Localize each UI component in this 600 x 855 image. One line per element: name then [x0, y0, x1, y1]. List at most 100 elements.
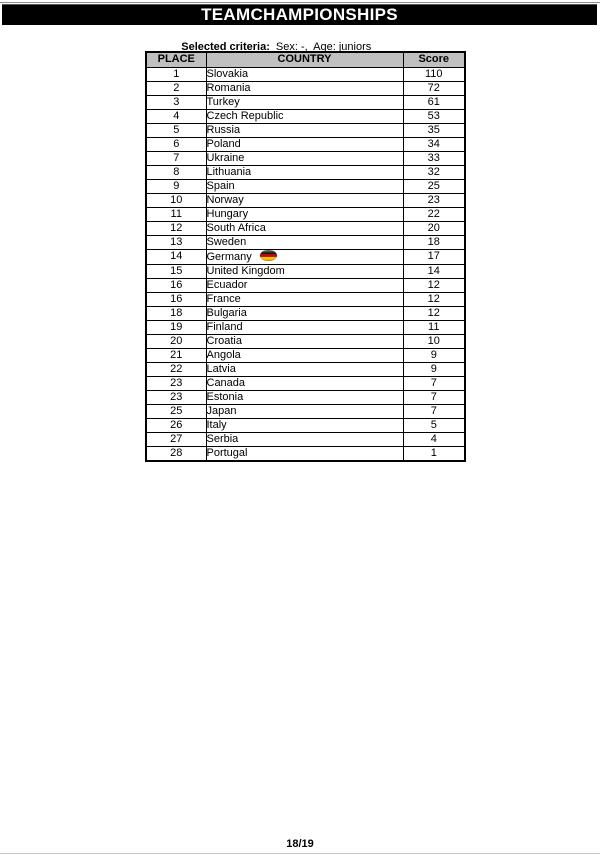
country-cell: Lithuania — [205, 164, 404, 180]
place-cell: 5 — [145, 122, 207, 138]
country-cell: Angola — [205, 347, 404, 363]
country-cell: Portugal — [205, 445, 404, 461]
country-cell: Serbia — [205, 431, 404, 447]
place-cell: 21 — [145, 347, 207, 363]
table-row: 8 Lithuania 32 — [145, 164, 466, 180]
place-cell: 14 — [145, 248, 207, 265]
page-title: TEAMCHAMPIONSHIPS — [201, 5, 398, 24]
place-cell: 22 — [145, 361, 207, 377]
place-cell: 12 — [145, 220, 207, 236]
place-cell: 28 — [145, 445, 207, 461]
country-cell: South Africa — [205, 220, 404, 236]
country-name: Slovakia — [206, 67, 249, 80]
table-row: 11 Hungary 22 — [145, 206, 466, 222]
table-row: 10 Norway 23 — [145, 192, 466, 208]
score-cell: 23 — [402, 192, 466, 208]
table-row: 16 France 12 — [145, 291, 466, 307]
place-cell: 10 — [145, 192, 207, 208]
country-cell: Italy — [205, 417, 404, 433]
score-cell: 12 — [402, 305, 466, 321]
table-head: PLACE COUNTRY Score — [145, 51, 466, 68]
table-row: 5 Russia 35 — [145, 122, 466, 138]
table-header-row: PLACE COUNTRY Score — [145, 51, 466, 68]
country-name: United Kingdom — [206, 264, 285, 277]
table-row: 15 United Kingdom 14 — [145, 263, 466, 279]
criteria-value: Sex: -, Age: juniors — [275, 41, 372, 53]
country-cell: Romania — [205, 80, 404, 96]
country-name: Russia — [206, 123, 241, 136]
country-cell: Finland — [205, 319, 404, 335]
country-name: Lithuania — [206, 165, 252, 178]
country-cell: Russia — [205, 122, 404, 138]
page-top-edge — [0, 2, 600, 3]
score-cell: 5 — [402, 417, 466, 433]
country-name: Bulgaria — [206, 306, 247, 319]
country-name: France — [206, 292, 241, 305]
score-cell: 4 — [402, 431, 466, 447]
country-cell: Germany — [205, 248, 404, 265]
table-row: 16 Ecuador 12 — [145, 277, 466, 293]
column-header-country: COUNTRY — [205, 51, 404, 68]
score-cell: 35 — [402, 122, 466, 138]
country-name: Turkey — [206, 95, 240, 108]
table-row: 28 Portugal 1 — [145, 445, 466, 461]
score-cell: 32 — [402, 164, 466, 180]
score-cell: 110 — [402, 66, 466, 82]
country-cell: United Kingdom — [205, 263, 404, 279]
score-cell: 34 — [402, 136, 466, 152]
place-cell: 26 — [145, 417, 207, 433]
country-cell: Hungary — [205, 206, 404, 222]
table-body: 1 Slovakia 110 2 Romania 72 3 Turkey 61 … — [145, 66, 466, 461]
table-row: 27 Serbia 4 — [145, 431, 466, 447]
title-bar: TEAMCHAMPIONSHIPS — [2, 4, 597, 25]
table-row: 1 Slovakia 110 — [145, 66, 466, 82]
score-cell: 9 — [402, 361, 466, 377]
table-row: 6 Poland 34 — [145, 136, 466, 152]
score-cell: 22 — [402, 206, 466, 222]
place-cell: 11 — [145, 206, 207, 222]
score-cell: 7 — [402, 389, 466, 405]
country-cell: Turkey — [205, 94, 404, 110]
table-row: 19 Finland 11 — [145, 319, 466, 335]
country-name: Ukraine — [206, 151, 245, 164]
place-cell: 6 — [145, 136, 207, 152]
column-header-place: PLACE — [145, 51, 207, 68]
place-cell: 27 — [145, 431, 207, 447]
country-name: Estonia — [206, 390, 244, 403]
table-row: 9 Spain 25 — [145, 178, 466, 194]
country-cell: Norway — [205, 192, 404, 208]
place-cell: 9 — [145, 178, 207, 194]
table-row: 18 Bulgaria 12 — [145, 305, 466, 321]
country-name: Hungary — [206, 207, 249, 220]
place-cell: 23 — [145, 375, 207, 391]
score-cell: 12 — [402, 291, 466, 307]
score-cell: 53 — [402, 108, 466, 124]
country-cell: Ecuador — [205, 277, 404, 293]
score-cell: 18 — [402, 234, 466, 250]
country-name: Czech Republic — [206, 109, 284, 122]
country-name: Serbia — [206, 432, 239, 445]
table-row: 14 Germany 17 — [145, 248, 466, 265]
place-cell: 1 — [145, 66, 207, 82]
country-name: Poland — [206, 137, 241, 150]
country-cell: Czech Republic — [205, 108, 404, 124]
country-name: Angola — [206, 348, 241, 361]
country-cell: France — [205, 291, 404, 307]
country-name: Romania — [206, 81, 251, 94]
table-row: 4 Czech Republic 53 — [145, 108, 466, 124]
score-cell: 11 — [402, 319, 466, 335]
table-row: 23 Canada 7 — [145, 375, 466, 391]
score-cell: 1 — [402, 445, 466, 461]
score-cell: 72 — [402, 80, 466, 96]
table-row: 3 Turkey 61 — [145, 94, 466, 110]
place-cell: 4 — [145, 108, 207, 124]
country-cell: Sweden — [205, 234, 404, 250]
table-row: 22 Latvia 9 — [145, 361, 466, 377]
country-name: Latvia — [206, 362, 236, 375]
table-row: 23 Estonia 7 — [145, 389, 466, 405]
place-cell: 18 — [145, 305, 207, 321]
country-name: Finland — [206, 320, 243, 333]
page-bottom-edge — [0, 853, 600, 854]
score-cell: 20 — [402, 220, 466, 236]
place-cell: 23 — [145, 389, 207, 405]
